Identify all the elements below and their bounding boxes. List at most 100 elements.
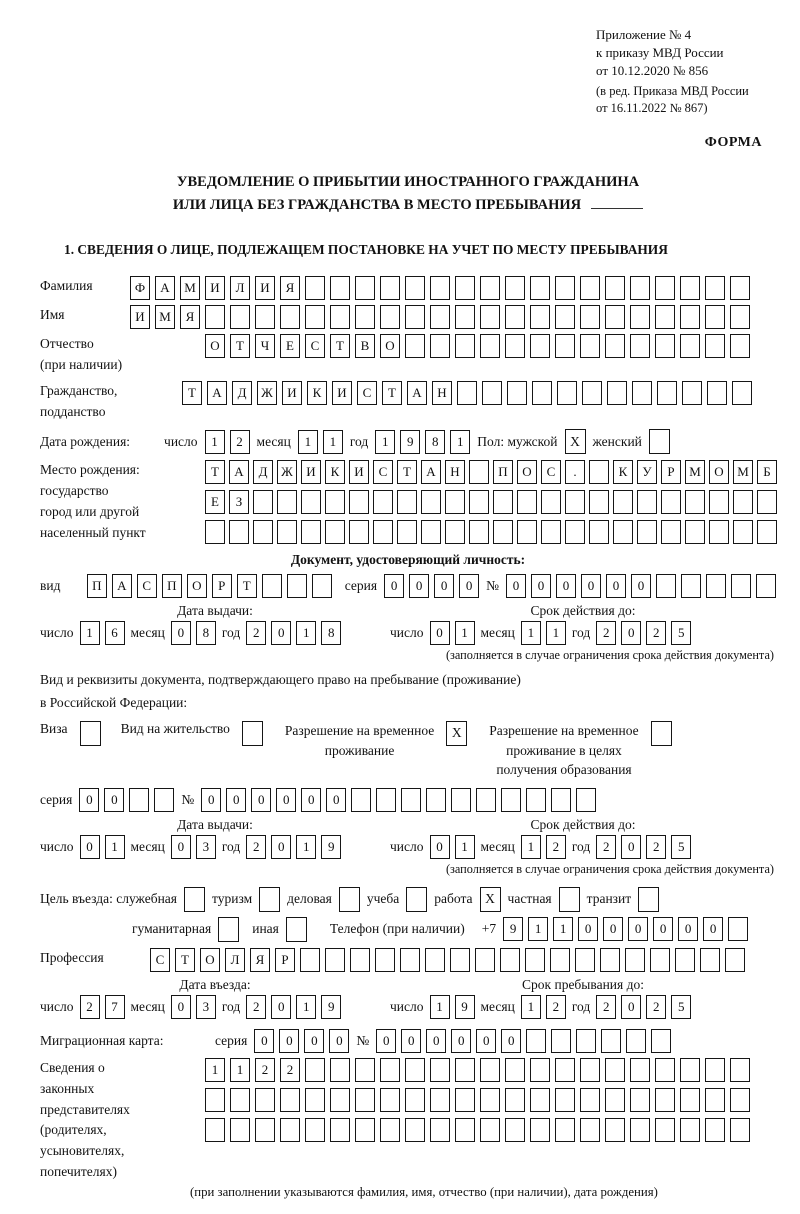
char-cell[interactable] xyxy=(505,1117,525,1142)
char-cell[interactable]: П xyxy=(493,460,513,485)
char-cell[interactable]: 2 xyxy=(246,621,267,646)
char-cell[interactable]: З xyxy=(229,490,249,515)
char-cell[interactable]: О xyxy=(205,334,225,359)
char-cell[interactable]: И xyxy=(205,276,225,301)
char-cell[interactable] xyxy=(613,520,633,545)
char-cell[interactable] xyxy=(230,1087,250,1112)
char-cell[interactable] xyxy=(565,520,585,545)
char-cell[interactable] xyxy=(421,520,441,545)
char-cell[interactable] xyxy=(580,1087,600,1112)
char-cell[interactable] xyxy=(469,490,489,515)
char-cell[interactable]: 0 xyxy=(79,834,100,859)
char-cell[interactable] xyxy=(505,334,525,359)
char-cell[interactable] xyxy=(517,520,537,545)
char-cell[interactable]: 0 xyxy=(226,787,247,812)
char-cell[interactable] xyxy=(330,1117,350,1142)
char-cell[interactable]: 1 xyxy=(553,917,574,942)
char-cell[interactable] xyxy=(757,490,777,515)
char-cell[interactable] xyxy=(731,574,751,599)
char-cell[interactable]: П xyxy=(161,574,182,599)
char-cell[interactable] xyxy=(480,1057,500,1082)
char-cell[interactable]: Е xyxy=(280,334,300,359)
char-cell[interactable]: 0 xyxy=(279,1028,300,1053)
char-cell[interactable] xyxy=(301,520,321,545)
char-cell[interactable] xyxy=(230,305,250,330)
char-cell[interactable] xyxy=(311,574,332,599)
char-cell[interactable]: 1 xyxy=(545,621,566,646)
char-cell[interactable] xyxy=(589,490,609,515)
char-cell[interactable] xyxy=(705,1057,725,1082)
char-cell[interactable] xyxy=(330,1087,350,1112)
char-cell[interactable]: Б xyxy=(757,460,777,485)
char-cell[interactable]: 1 xyxy=(296,834,317,859)
char-cell[interactable]: С xyxy=(541,460,561,485)
char-cell[interactable] xyxy=(405,276,425,301)
char-cell[interactable] xyxy=(330,276,350,301)
temp-residence-checkbox[interactable]: X xyxy=(446,720,468,746)
char-cell[interactable] xyxy=(555,334,575,359)
char-cell[interactable]: У xyxy=(637,460,657,485)
char-cell[interactable] xyxy=(280,1087,300,1112)
char-cell[interactable] xyxy=(305,1117,325,1142)
char-cell[interactable] xyxy=(480,276,500,301)
char-cell[interactable] xyxy=(705,1117,725,1142)
char-cell[interactable] xyxy=(430,1057,450,1082)
char-cell[interactable] xyxy=(253,520,273,545)
char-cell[interactable] xyxy=(589,520,609,545)
char-cell[interactable] xyxy=(480,334,500,359)
char-cell[interactable] xyxy=(625,947,645,972)
char-cell[interactable] xyxy=(530,1087,550,1112)
char-cell[interactable] xyxy=(680,1087,700,1112)
char-cell[interactable]: 3 xyxy=(195,994,216,1019)
char-cell[interactable] xyxy=(730,305,750,330)
char-cell[interactable] xyxy=(730,1057,750,1082)
char-cell[interactable]: Т xyxy=(236,574,257,599)
char-cell[interactable] xyxy=(455,276,475,301)
char-cell[interactable] xyxy=(277,520,297,545)
char-cell[interactable]: 2 xyxy=(596,621,617,646)
char-cell[interactable]: Р xyxy=(211,574,232,599)
char-cell[interactable]: С xyxy=(373,460,393,485)
char-cell[interactable] xyxy=(709,490,729,515)
char-cell[interactable] xyxy=(330,305,350,330)
char-cell[interactable] xyxy=(682,381,702,406)
char-cell[interactable] xyxy=(626,1028,647,1053)
char-cell[interactable] xyxy=(397,520,417,545)
char-cell[interactable]: Ж xyxy=(277,460,297,485)
char-cell[interactable] xyxy=(517,490,537,515)
char-cell[interactable] xyxy=(630,1087,650,1112)
char-cell[interactable]: 0 xyxy=(603,917,624,942)
char-cell[interactable] xyxy=(655,334,675,359)
char-cell[interactable] xyxy=(255,1117,275,1142)
char-cell[interactable] xyxy=(380,1087,400,1112)
char-cell[interactable]: 0 xyxy=(628,917,649,942)
char-cell[interactable] xyxy=(280,305,300,330)
char-cell[interactable] xyxy=(550,947,570,972)
char-cell[interactable]: Ф xyxy=(130,276,150,301)
purpose-official-checkbox[interactable] xyxy=(184,886,205,912)
char-cell[interactable] xyxy=(650,947,670,972)
char-cell[interactable] xyxy=(380,305,400,330)
char-cell[interactable] xyxy=(756,574,776,599)
char-cell[interactable] xyxy=(355,305,375,330)
char-cell[interactable]: С xyxy=(305,334,325,359)
char-cell[interactable]: 8 xyxy=(425,429,446,454)
char-cell[interactable] xyxy=(355,1057,375,1082)
char-cell[interactable] xyxy=(651,1028,672,1053)
char-cell[interactable] xyxy=(500,947,520,972)
char-cell[interactable]: 1 xyxy=(297,429,318,454)
char-cell[interactable]: М xyxy=(733,460,753,485)
char-cell[interactable] xyxy=(630,334,650,359)
char-cell[interactable] xyxy=(405,305,425,330)
char-cell[interactable]: И xyxy=(301,460,321,485)
char-cell[interactable]: Я xyxy=(250,947,270,972)
char-cell[interactable]: 2 xyxy=(280,1057,300,1082)
char-cell[interactable] xyxy=(305,1087,325,1112)
char-cell[interactable]: 1 xyxy=(375,429,396,454)
char-cell[interactable] xyxy=(655,305,675,330)
char-cell[interactable] xyxy=(681,574,701,599)
char-cell[interactable]: 1 xyxy=(296,621,317,646)
char-cell[interactable] xyxy=(728,917,749,942)
char-cell[interactable]: И xyxy=(255,276,275,301)
char-cell[interactable] xyxy=(757,520,777,545)
